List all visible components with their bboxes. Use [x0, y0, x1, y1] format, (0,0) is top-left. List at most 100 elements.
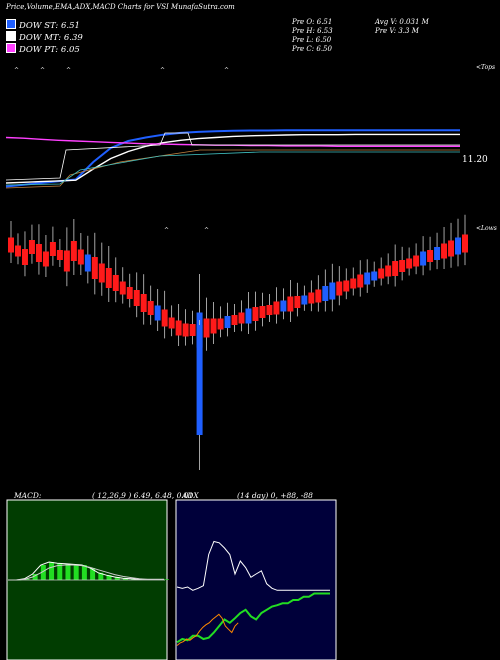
candle-body — [329, 282, 336, 300]
price-level-label: 11.20 — [462, 155, 488, 165]
adx-line-2 — [176, 613, 239, 646]
legend-label: DOW ST: 6.51 — [19, 21, 80, 31]
macd-histogram-bar — [164, 579, 169, 580]
macd-histogram-bar — [65, 563, 71, 580]
tops-marker-4: ^ — [224, 67, 229, 74]
lows-marker-0: ^ — [164, 227, 169, 234]
candle-body — [196, 325, 203, 435]
lows-marker-1: ^ — [204, 227, 209, 234]
adx-params: (14 day) 0, +88, -88 — [237, 491, 313, 500]
candle-body — [448, 240, 455, 257]
candle-body — [259, 306, 266, 318]
candle-body — [35, 244, 42, 262]
macd-histogram-bar — [90, 568, 96, 580]
tops-marker-2: ^ — [66, 67, 71, 74]
macd-line-1 — [8, 564, 164, 581]
ema-mid-line — [5, 151, 460, 186]
candle-body — [210, 318, 217, 334]
candle-body — [280, 300, 287, 312]
candle-body — [420, 251, 427, 266]
candle-body — [336, 281, 343, 296]
candle-body — [266, 305, 273, 315]
candle-body — [140, 294, 147, 312]
candle-body — [357, 274, 364, 288]
ema-line-1 — [5, 133, 460, 184]
candle-body — [133, 290, 140, 306]
candle-body — [308, 292, 315, 304]
candle-body — [161, 309, 168, 327]
stat-prev-volume: Pre V: 3.3 M — [375, 27, 419, 35]
tops-label: <Tops — [476, 64, 496, 71]
candle-body — [70, 241, 77, 261]
legend-dow-st: DOW ST: 6.51 — [6, 19, 80, 31]
candle-body — [42, 251, 49, 267]
adx-line-0 — [176, 540, 330, 591]
macd-histogram-bar — [32, 574, 38, 580]
candle-body — [399, 260, 406, 272]
candle-body — [168, 317, 175, 329]
candle-body — [343, 280, 350, 292]
candle-body — [392, 261, 399, 276]
candle-body — [203, 318, 210, 338]
candle-body — [147, 301, 154, 315]
candle-body — [378, 268, 385, 279]
candle-body — [252, 307, 259, 321]
candle-body — [8, 237, 14, 253]
candle-body — [364, 272, 371, 285]
adx-panel — [175, 499, 337, 660]
candle-body — [84, 254, 91, 272]
macd-histogram-bar — [98, 572, 104, 580]
macd-title: MACD: — [14, 491, 42, 500]
candle-body — [427, 250, 434, 262]
candle-body — [224, 316, 231, 328]
candle-body — [28, 240, 35, 254]
macd-histogram-bar — [24, 578, 30, 580]
macd-histogram-bar — [49, 562, 55, 580]
tops-marker-1: ^ — [40, 67, 45, 74]
legend-swatch — [6, 43, 16, 53]
legend-swatch — [6, 31, 16, 41]
candle-body — [385, 265, 392, 277]
legend-swatch — [6, 19, 16, 29]
ema-line-0 — [5, 129, 460, 188]
candle-body — [371, 271, 378, 281]
tops-marker-0: ^ — [14, 67, 19, 74]
tops-marker-3: ^ — [160, 67, 165, 74]
candle-body — [91, 257, 98, 279]
candle-body — [77, 249, 84, 265]
candle-body — [273, 301, 280, 315]
candle-body — [105, 268, 112, 288]
macd-histogram-bar — [106, 575, 112, 580]
candle-body — [21, 249, 28, 265]
macd-histogram-bar — [57, 563, 63, 580]
adx-title: ADX — [182, 491, 199, 500]
candle-body — [182, 323, 189, 337]
candle-body — [175, 320, 182, 336]
candle-body — [350, 278, 357, 289]
candle-body — [462, 234, 468, 253]
lows-label: <Lows — [476, 225, 497, 232]
candle-body — [112, 275, 119, 291]
candle-body — [231, 315, 238, 325]
stat-prev-high: Pre H: 6.53 — [292, 27, 333, 35]
candle-body — [154, 305, 161, 321]
macd-histogram-bar — [81, 565, 87, 580]
adx-line-1 — [176, 592, 330, 644]
candle-body — [455, 237, 462, 255]
candle-body — [217, 318, 224, 330]
candle-body — [189, 324, 196, 336]
candle-body — [49, 242, 56, 256]
price-high-line — [5, 132, 460, 181]
candle-body — [119, 281, 126, 295]
macd-histogram-bar — [122, 578, 128, 580]
candle-body — [294, 296, 301, 308]
candle-body — [126, 287, 133, 299]
candle-body — [238, 312, 245, 324]
candle-body — [315, 289, 322, 303]
candle-body — [63, 250, 70, 272]
candle-body — [56, 250, 63, 260]
candle-body — [322, 286, 329, 301]
macd-params: ( 12,26,9 ) 6.49, 6.48, 0.01 — [92, 491, 194, 500]
ema-slow-line — [5, 149, 460, 189]
